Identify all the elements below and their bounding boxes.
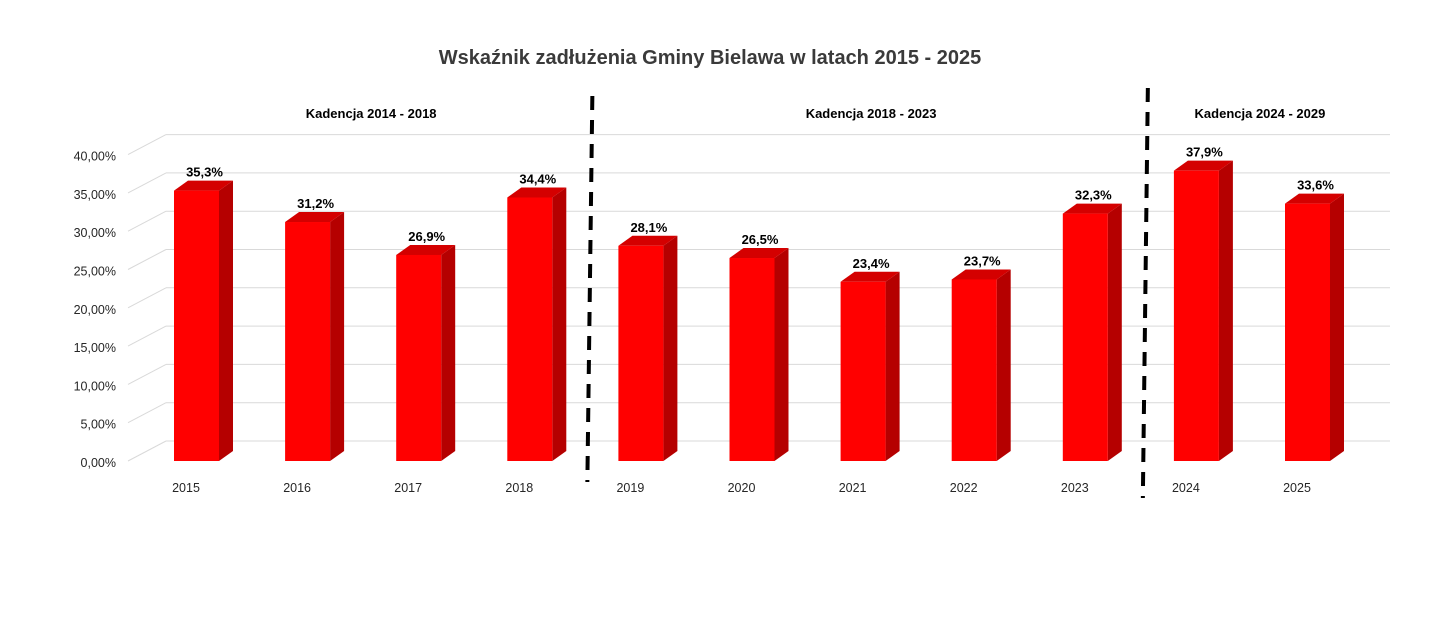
x-tick-label: 2018 [505,481,533,495]
data-label: 31,2% [297,196,334,211]
data-label: 28,1% [630,220,667,235]
bar-top [1062,203,1122,214]
bar-side [885,271,900,461]
data-label: 26,5% [742,232,779,247]
term-dividers [585,87,1150,499]
data-label: 23,4% [853,256,890,271]
bar [1285,193,1344,461]
y-tick-label: 35,00% [74,188,116,202]
bar-front [507,197,553,461]
bar-top [1285,193,1344,204]
bar-front [840,281,886,461]
bar [951,269,1011,461]
gridline-floor [127,363,167,385]
data-label: 35,3% [186,165,223,180]
y-axis-ticks: 0,00% 5,00% 10,00% 15,00% 20,00% 25,00% 30,00%… [74,150,116,470]
bar-top [729,248,789,259]
bar-top [396,244,456,255]
y-tick-label: 10,00% [74,379,116,393]
data-label: 23,7% [964,253,1001,268]
bar [396,244,456,461]
bar-front [951,279,997,461]
bar-front [1062,213,1108,461]
gridline-floor [127,287,167,309]
term-label: Kadencja 2014 - 2018 [306,106,437,121]
bar-side [330,212,345,461]
data-label: 37,9% [1186,145,1223,160]
bar-side [1330,193,1344,461]
x-tick-label: 2016 [283,481,311,495]
bar-top [1173,160,1233,171]
x-tick-label: 2019 [616,481,644,495]
bar-front [1285,203,1330,461]
bars: 35,3% 31,2% 26,9% 34,4% 28,1% 26,5% 23,4% 23,7%… [174,145,1344,462]
gridline-floor [127,440,167,462]
bar-top [951,269,1011,280]
x-tick-label: 2024 [1172,481,1200,495]
bar-top [174,180,233,191]
bar-side [552,187,567,461]
bar [285,212,345,461]
term-label: Kadencja 2024 - 2029 [1195,106,1326,121]
bar [618,235,678,461]
x-axis-ticks: 2015 2016 2017 2018 2019 2020 2021 2022 2023 2024… [172,481,1311,495]
bar [1173,160,1233,461]
bar-side [441,244,456,461]
data-label: 32,3% [1075,188,1112,203]
y-tick-label: 40,00% [74,150,116,164]
chart-title: Wskaźnik zadłużenia Gminy Bielawa w lata… [439,47,981,69]
y-tick-label: 15,00% [74,341,116,355]
term-divider [585,95,595,483]
bar [729,248,789,461]
term-label: Kadencja 2018 - 2023 [806,106,937,121]
x-tick-label: 2022 [950,481,978,495]
term-annotations: Kadencja 2014 - 2018 Kadencja 2018 - 2023… [306,106,1326,121]
x-tick-label: 2015 [172,481,200,495]
bar [1062,203,1122,461]
bar-front [618,245,664,461]
bar-top [618,235,678,246]
data-label: 33,6% [1297,178,1334,193]
bar-top [840,271,900,282]
bar-top [285,212,345,223]
x-tick-label: 2017 [394,481,422,495]
bar-side [219,180,233,462]
data-label: 34,4% [519,171,556,186]
x-tick-label: 2021 [839,481,867,495]
bar-side [663,235,678,461]
bar [840,271,900,461]
bar-front [285,222,331,461]
bar-top [507,187,567,198]
y-tick-label: 30,00% [74,226,116,240]
gridline-floor [127,210,167,232]
bar-side [774,248,789,461]
bar-side [1107,203,1122,461]
data-label: 26,9% [408,229,445,244]
y-tick-label: 25,00% [74,265,116,279]
bar [174,180,233,462]
gridline-floor [127,325,167,347]
bar-side [1218,160,1233,461]
x-tick-label: 2020 [728,481,756,495]
bar-front [729,258,775,461]
term-divider [1140,87,1150,499]
gridline-floor [127,249,167,270]
gridline-floor [127,402,167,424]
y-tick-label: 20,00% [74,303,116,317]
y-tick-label: 0,00% [81,456,116,470]
x-tick-label: 2023 [1061,481,1089,495]
bar-front [396,254,442,461]
gridline-floor [127,172,167,194]
bar [507,187,567,461]
gridline-floor [127,134,167,156]
bar-front [1173,170,1219,461]
bar-side [996,269,1011,461]
x-tick-label: 2025 [1283,481,1311,495]
bar-front [174,190,219,462]
y-tick-label: 5,00% [81,418,116,432]
